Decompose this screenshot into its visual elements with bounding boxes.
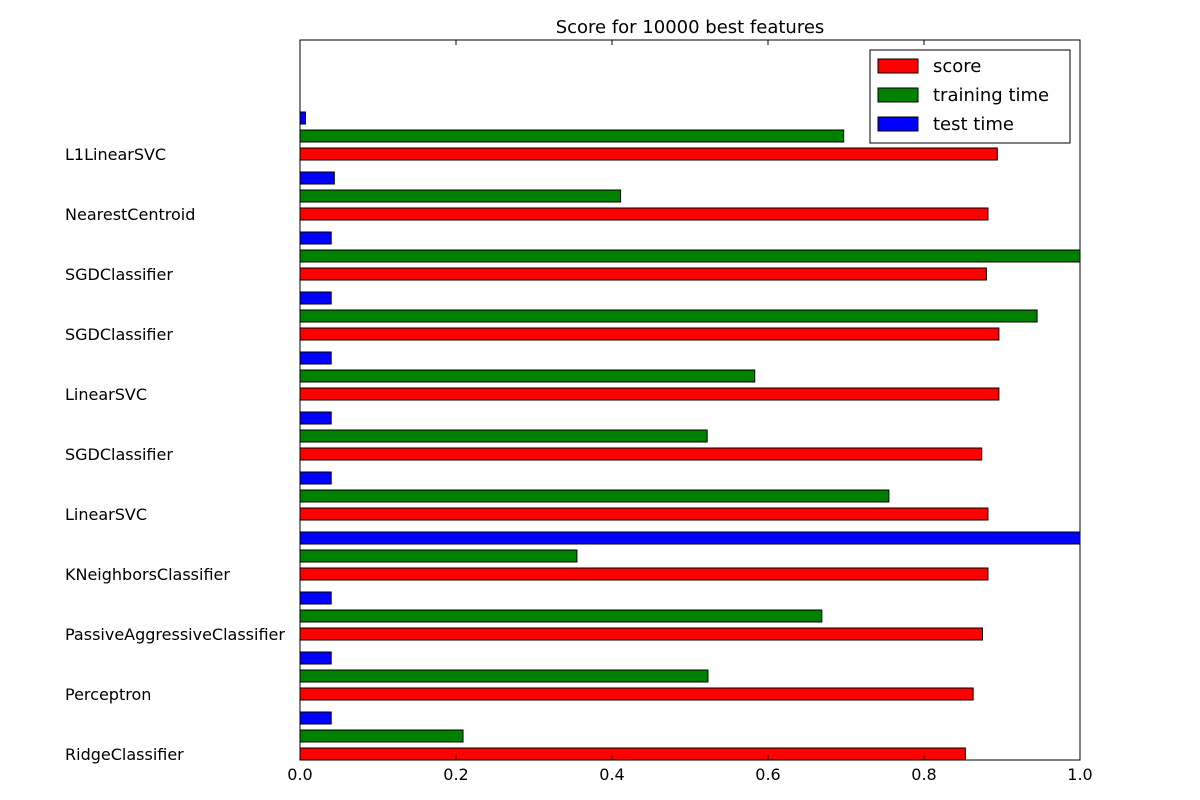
bar-score-6 <box>299 507 989 521</box>
bar-score-2 <box>299 267 987 281</box>
legend-swatch-test-time <box>877 116 919 132</box>
bar-score-7 <box>299 567 989 581</box>
x-tick-label: 0.2 <box>443 765 468 784</box>
category-label: SGDClassifier <box>65 265 173 284</box>
bar-score-4 <box>299 387 1000 401</box>
x-tick-label: 0.4 <box>599 765 624 784</box>
category-label: Perceptron <box>65 685 151 704</box>
bar-training-time-7 <box>299 549 578 563</box>
bar-score-10 <box>299 747 966 761</box>
bar-training-time-6 <box>299 489 890 503</box>
category-label: LinearSVC <box>65 505 147 524</box>
bar-score-3 <box>299 327 1000 341</box>
bar-test-time-4 <box>299 351 332 365</box>
legend-swatch-score <box>877 58 919 74</box>
category-label: PassiveAggressiveClassifier <box>65 625 285 644</box>
legend: score training time test time <box>869 49 1071 144</box>
bar-training-time-8 <box>299 609 823 623</box>
category-label: RidgeClassifier <box>65 745 184 764</box>
x-axis: 0.0 0.2 0.4 0.6 0.8 1.0 <box>287 40 1093 784</box>
x-tick-label: 1.0 <box>1067 765 1092 784</box>
x-tick-label: 0.0 <box>287 765 312 784</box>
category-label: SGDClassifier <box>65 445 173 464</box>
bar-test-time-8 <box>299 591 332 605</box>
bar-training-time-2 <box>299 249 1081 263</box>
bar-score-0 <box>299 147 998 161</box>
category-label: SGDClassifier <box>65 325 173 344</box>
bar-training-time-5 <box>299 429 708 443</box>
x-tick-label: 0.6 <box>755 765 780 784</box>
category-labels: L1LinearSVC NearestCentroid SGDClassifier S… <box>65 145 285 764</box>
bar-score-8 <box>299 627 983 641</box>
bar-score-1 <box>299 207 989 221</box>
category-label: NearestCentroid <box>65 205 195 224</box>
bar-test-time-9 <box>299 651 332 665</box>
category-label: LinearSVC <box>65 385 147 404</box>
bar-score-9 <box>299 687 974 701</box>
chart-title: Score for 10000 best features <box>556 17 825 38</box>
bar-test-time-1 <box>299 171 335 185</box>
bar-training-time-9 <box>299 669 709 683</box>
category-label: KNeighborsClassifier <box>65 565 230 584</box>
legend-label-training-time: training time <box>933 85 1049 106</box>
bars-layer <box>299 111 1081 761</box>
bar-test-time-2 <box>299 231 332 245</box>
bar-test-time-6 <box>299 471 332 485</box>
bar-training-time-3 <box>299 309 1038 323</box>
bar-score-5 <box>299 447 983 461</box>
bar-test-time-7 <box>299 531 1081 545</box>
bar-test-time-10 <box>299 711 332 725</box>
bar-test-time-5 <box>299 411 332 425</box>
plot-frame <box>299 39 1081 761</box>
legend-swatch-training-time <box>877 87 919 103</box>
category-label: L1LinearSVC <box>65 145 166 164</box>
legend-label-test-time: test time <box>933 114 1014 135</box>
bar-training-time-4 <box>299 369 756 383</box>
legend-label-score: score <box>933 56 981 77</box>
x-tick-label: 0.8 <box>911 765 936 784</box>
bar-training-time-1 <box>299 189 622 203</box>
bar-training-time-10 <box>299 729 464 743</box>
bar-test-time-0 <box>299 111 306 125</box>
bar-test-time-3 <box>299 291 332 305</box>
bar-training-time-0 <box>299 129 845 143</box>
